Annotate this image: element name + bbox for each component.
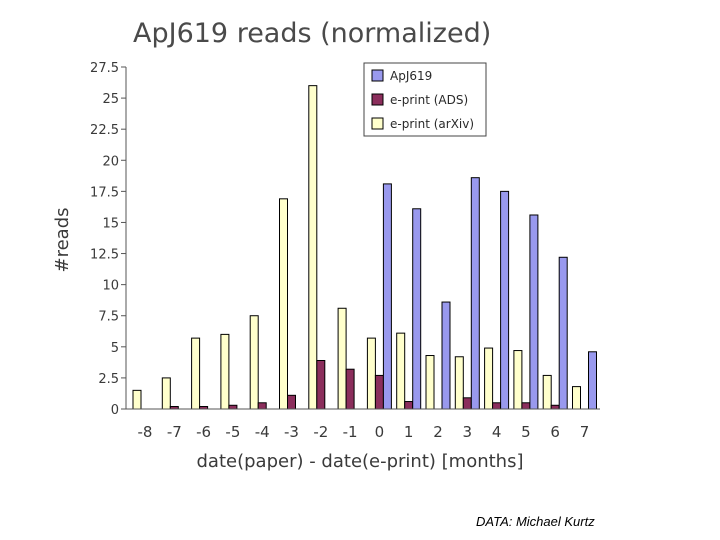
bar-e-print-arxiv--1 [337, 307, 347, 410]
y-tick-label: 15 [102, 216, 119, 231]
x-tick-label: 0 [375, 423, 385, 441]
bar-e-print-ads-0 [374, 374, 384, 410]
y-tick-label: 17.5 [90, 185, 119, 200]
y-tick-label: 12.5 [90, 248, 119, 263]
y-tick-label: 20 [102, 154, 119, 169]
bar-e-print-arxiv--7 [161, 377, 171, 410]
x-tick-label: 2 [433, 423, 443, 441]
bar-e-print-ads--4 [257, 402, 267, 410]
bar-e-print-arxiv--4 [249, 315, 259, 410]
legend-label-apj619: ApJ619 [390, 69, 432, 83]
x-tick-label: -6 [196, 423, 211, 441]
x-axis-label: date(paper) - date(e-print) [months] [197, 451, 524, 472]
bar-apj619-4 [500, 190, 510, 410]
legend-swatch-apj619 [371, 69, 384, 82]
bar-e-print-ads-3 [462, 397, 472, 410]
legend-box [363, 62, 487, 137]
bar-e-print-arxiv-3 [454, 356, 464, 410]
bar-e-print-arxiv-0 [366, 337, 376, 410]
x-tick-label: -2 [313, 423, 328, 441]
bar-e-print-arxiv--6 [191, 337, 201, 410]
chart-title: ApJ619 reads (normalized) [133, 18, 491, 49]
y-tick-label: 0 [111, 403, 119, 418]
bar-e-print-arxiv-7 [572, 386, 581, 410]
bar-e-print-arxiv--8 [132, 389, 142, 410]
legend-swatch-e-print-arxiv [371, 117, 384, 130]
bar-e-print-ads--3 [287, 394, 296, 410]
x-tick-label: -8 [138, 423, 153, 441]
y-tick-label: 5 [111, 341, 119, 356]
y-tick-label: 2.5 [98, 372, 119, 387]
legend-label-e-print-arxiv: e-print (arXiv) [390, 117, 474, 131]
x-tick-label: -5 [225, 423, 240, 441]
bar-e-print-arxiv-5 [513, 350, 523, 410]
bars-layer [132, 85, 597, 410]
x-tick-label: 4 [492, 423, 502, 441]
x-tick-label: 3 [463, 423, 473, 441]
x-tick-label: -3 [284, 423, 299, 441]
bar-e-print-arxiv--2 [308, 85, 318, 410]
y-tick-label: 27.5 [90, 61, 119, 76]
bar-apj619-1 [412, 208, 422, 410]
x-tick-label: 6 [550, 423, 560, 441]
x-tick-label: 5 [521, 423, 531, 441]
bar-e-print-ads--1 [345, 368, 355, 410]
bar-e-print-arxiv-6 [542, 374, 552, 410]
bar-e-print-arxiv-2 [425, 355, 435, 410]
bar-e-print-ads--5 [228, 404, 238, 410]
x-tick-label: 1 [404, 423, 414, 441]
bar-e-print-ads-4 [492, 402, 502, 410]
legend: ApJ619 e-print (ADS) e-print (arXiv) [363, 62, 487, 137]
bar-apj619-3 [470, 177, 480, 410]
bar-apj619-6 [558, 256, 568, 410]
y-axis-label: #reads [52, 208, 73, 273]
bar-e-print-ads-6 [550, 404, 560, 410]
y-tick-label: 10 [102, 279, 119, 294]
legend-swatch-e-print-ads [371, 93, 384, 106]
x-tick-label: 7 [580, 423, 590, 441]
bar-e-print-arxiv-1 [396, 332, 406, 410]
bar-e-print-ads-5 [521, 402, 531, 410]
bar-apj619-0 [382, 183, 392, 410]
axes-layer [125, 67, 600, 410]
bar-apj619-5 [529, 214, 539, 410]
bar-apj619-2 [441, 301, 451, 410]
data-credit: DATA: Michael Kurtz [476, 514, 595, 529]
bar-e-print-arxiv--5 [220, 333, 230, 410]
bar-e-print-ads--2 [316, 359, 326, 410]
legend-label-e-print-ads: e-print (ADS) [390, 93, 468, 107]
bar-e-print-arxiv--3 [279, 198, 288, 410]
bar-e-print-ads-1 [404, 401, 414, 410]
y-tick-label: 25 [102, 92, 119, 107]
y-tick-label: 7.5 [98, 310, 119, 325]
bar-e-print-arxiv-4 [484, 347, 494, 410]
bar-apj619-7 [588, 351, 597, 410]
x-tick-label: -7 [167, 423, 182, 441]
x-tick-label: -4 [255, 423, 270, 441]
y-tick-label: 22.5 [90, 123, 119, 138]
x-tick-label: -1 [343, 423, 358, 441]
